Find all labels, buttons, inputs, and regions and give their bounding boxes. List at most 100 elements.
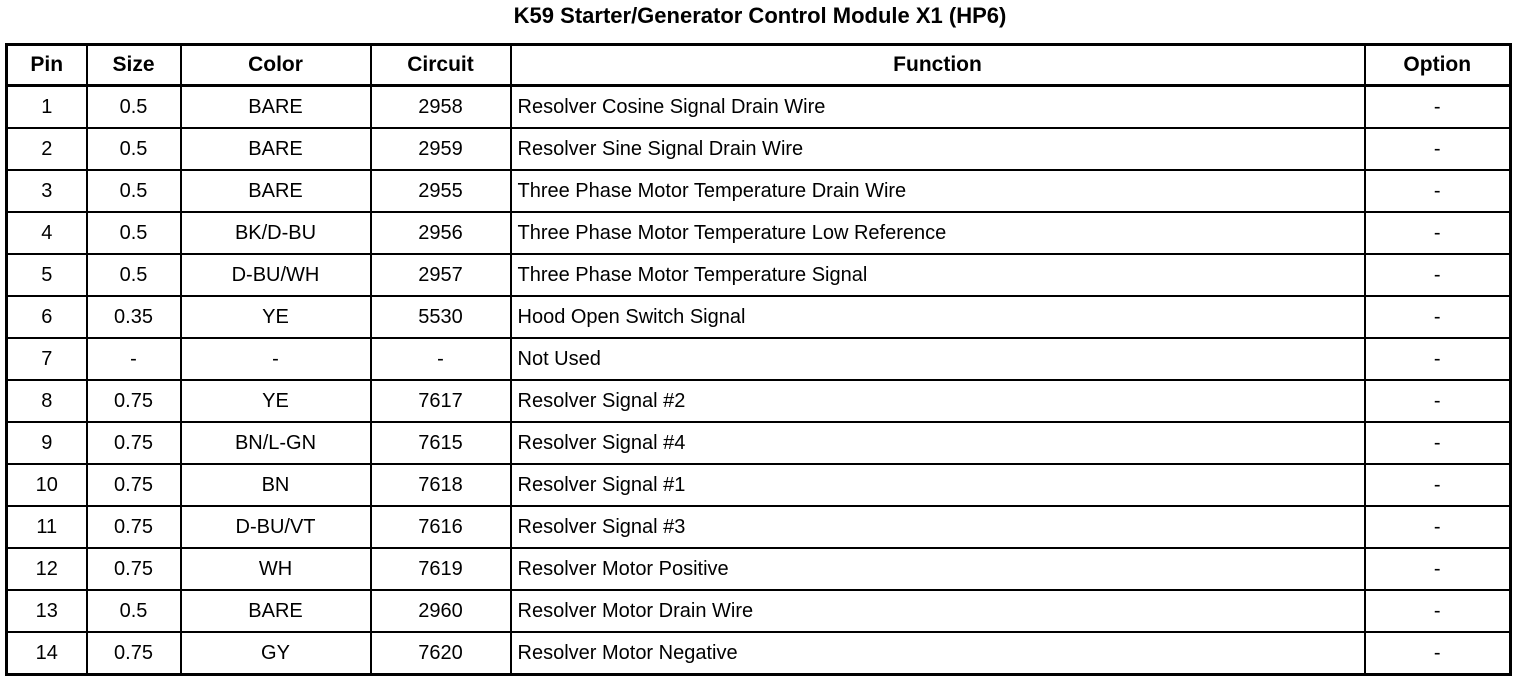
- cell-function: Three Phase Motor Temperature Signal: [509, 253, 1366, 297]
- table-row: 13 0.5 BARE 2960 Resolver Motor Drain Wire -: [5, 589, 1512, 633]
- cell-size: 0.5: [85, 127, 182, 171]
- cell-size: 0.75: [85, 421, 182, 465]
- cell-circuit: 7618: [369, 463, 512, 507]
- page-title: K59 Starter/Generator Control Module X1 …: [513, 3, 1007, 28]
- cell-size: 0.5: [85, 84, 182, 129]
- cell-color: YE: [179, 379, 372, 423]
- cell-size: 0.75: [85, 631, 182, 676]
- cell-option: -: [1363, 547, 1512, 591]
- cell-color: BARE: [179, 127, 372, 171]
- column-header-size: Size: [85, 43, 182, 87]
- cell-circuit: 2957: [369, 253, 512, 297]
- cell-option: -: [1363, 169, 1512, 213]
- column-header-circuit: Circuit: [369, 43, 512, 87]
- cell-pin: 6: [5, 295, 88, 339]
- cell-function: Resolver Signal #4: [509, 421, 1366, 465]
- header-row: Pin Size Color Circuit Function Option: [5, 43, 1512, 87]
- table-row: 4 0.5 BK/D-BU 2956 Three Phase Motor Tempera…: [5, 211, 1512, 255]
- column-header-option: Option: [1363, 43, 1512, 87]
- cell-option: -: [1363, 463, 1512, 507]
- cell-function: Resolver Motor Negative: [509, 631, 1366, 676]
- cell-pin: 9: [5, 421, 88, 465]
- cell-pin: 12: [5, 547, 88, 591]
- cell-color: BARE: [179, 589, 372, 633]
- cell-size: 0.35: [85, 295, 182, 339]
- cell-option: -: [1363, 295, 1512, 339]
- table-row: 7- - - Not Used -: [5, 337, 1512, 381]
- cell-color: YE: [179, 295, 372, 339]
- cell-circuit: 2955: [369, 169, 512, 213]
- table-row: 14 0.75 GY 7620 Resolver Motor Negative -: [5, 631, 1512, 676]
- table-row: 5 0.5 D-BU/WH 2957 Three Phase Motor Tempera…: [5, 253, 1512, 297]
- cell-color: WH: [179, 547, 372, 591]
- cell-size: 0.75: [85, 547, 182, 591]
- cell-option: -: [1363, 337, 1512, 381]
- cell-pin: 4: [5, 211, 88, 255]
- cell-pin: 8: [5, 379, 88, 423]
- cell-pin: 14: [5, 631, 88, 676]
- cell-option: -: [1363, 631, 1512, 676]
- cell-pin: 10: [5, 463, 88, 507]
- table-row: 11 0.75 D-BU/VT 7616 Resolver Signal #3-: [5, 505, 1512, 549]
- cell-option: -: [1363, 421, 1512, 465]
- cell-circuit: -: [369, 337, 512, 381]
- cell-circuit: 7619: [369, 547, 512, 591]
- cell-function: Three Phase Motor Temperature Drain Wire: [509, 169, 1366, 213]
- cell-size: 0.5: [85, 589, 182, 633]
- cell-pin: 2: [5, 127, 88, 171]
- cell-circuit: 2956: [369, 211, 512, 255]
- cell-size: 0.75: [85, 379, 182, 423]
- column-header-pin: Pin: [5, 43, 88, 87]
- cell-pin: 7: [5, 337, 88, 381]
- table-row: 3 0.5 BARE 2955 Three Phase Motor Temperatur…: [5, 169, 1512, 213]
- cell-circuit: 2958: [369, 84, 512, 129]
- column-header-color: Color: [179, 43, 372, 87]
- cell-circuit: 7615: [369, 421, 512, 465]
- pinout-table: Pin Size Color Circuit Function Option 1…: [5, 43, 1512, 676]
- cell-function: Resolver Motor Drain Wire: [509, 589, 1366, 633]
- cell-circuit: 7620: [369, 631, 512, 676]
- table-row: 10 0.75 BN 7618 Resolver Signal #1-: [5, 463, 1512, 507]
- cell-size: 0.5: [85, 211, 182, 255]
- table-row: 2 0.5 BARE 2959 Resolver Sine Signal Drain W…: [5, 127, 1512, 171]
- cell-size: 0.75: [85, 505, 182, 549]
- cell-function: Resolver Cosine Signal Drain Wire: [509, 84, 1366, 129]
- table-header: Pin Size Color Circuit Function Option: [5, 43, 1512, 87]
- cell-pin: 5: [5, 253, 88, 297]
- cell-option: -: [1363, 505, 1512, 549]
- cell-color: D-BU/VT: [179, 505, 372, 549]
- cell-circuit: 5530: [369, 295, 512, 339]
- cell-size: 0.5: [85, 169, 182, 213]
- cell-function: Not Used: [509, 337, 1366, 381]
- cell-option: -: [1363, 84, 1512, 129]
- cell-size: 0.75: [85, 463, 182, 507]
- cell-circuit: 7617: [369, 379, 512, 423]
- cell-function: Resolver Signal #3: [509, 505, 1366, 549]
- column-header-function: Function: [509, 43, 1366, 87]
- cell-circuit: 2960: [369, 589, 512, 633]
- cell-color: GY: [179, 631, 372, 676]
- cell-pin: 3: [5, 169, 88, 213]
- cell-circuit: 2959: [369, 127, 512, 171]
- cell-color: -: [179, 337, 372, 381]
- cell-function: Resolver Motor Positive: [509, 547, 1366, 591]
- cell-option: -: [1363, 253, 1512, 297]
- cell-option: -: [1363, 127, 1512, 171]
- cell-color: D-BU/WH: [179, 253, 372, 297]
- cell-option: -: [1363, 379, 1512, 423]
- cell-color: BN: [179, 463, 372, 507]
- cell-pin: 13: [5, 589, 88, 633]
- cell-color: BARE: [179, 169, 372, 213]
- cell-color: BN/L-GN: [179, 421, 372, 465]
- cell-pin: 11: [5, 505, 88, 549]
- cell-function: Three Phase Motor Temperature Low Refere…: [509, 211, 1366, 255]
- cell-circuit: 7616: [369, 505, 512, 549]
- cell-size: 0.5: [85, 253, 182, 297]
- cell-pin: 1: [5, 84, 88, 129]
- cell-option: -: [1363, 211, 1512, 255]
- table-row: 12 0.75 WH 7619 Resolver Motor Positive -: [5, 547, 1512, 591]
- cell-function: Resolver Sine Signal Drain Wire: [509, 127, 1366, 171]
- cell-option: -: [1363, 589, 1512, 633]
- table-row: 8 0.75 YE 7617 Resolver Signal #2-: [5, 379, 1512, 423]
